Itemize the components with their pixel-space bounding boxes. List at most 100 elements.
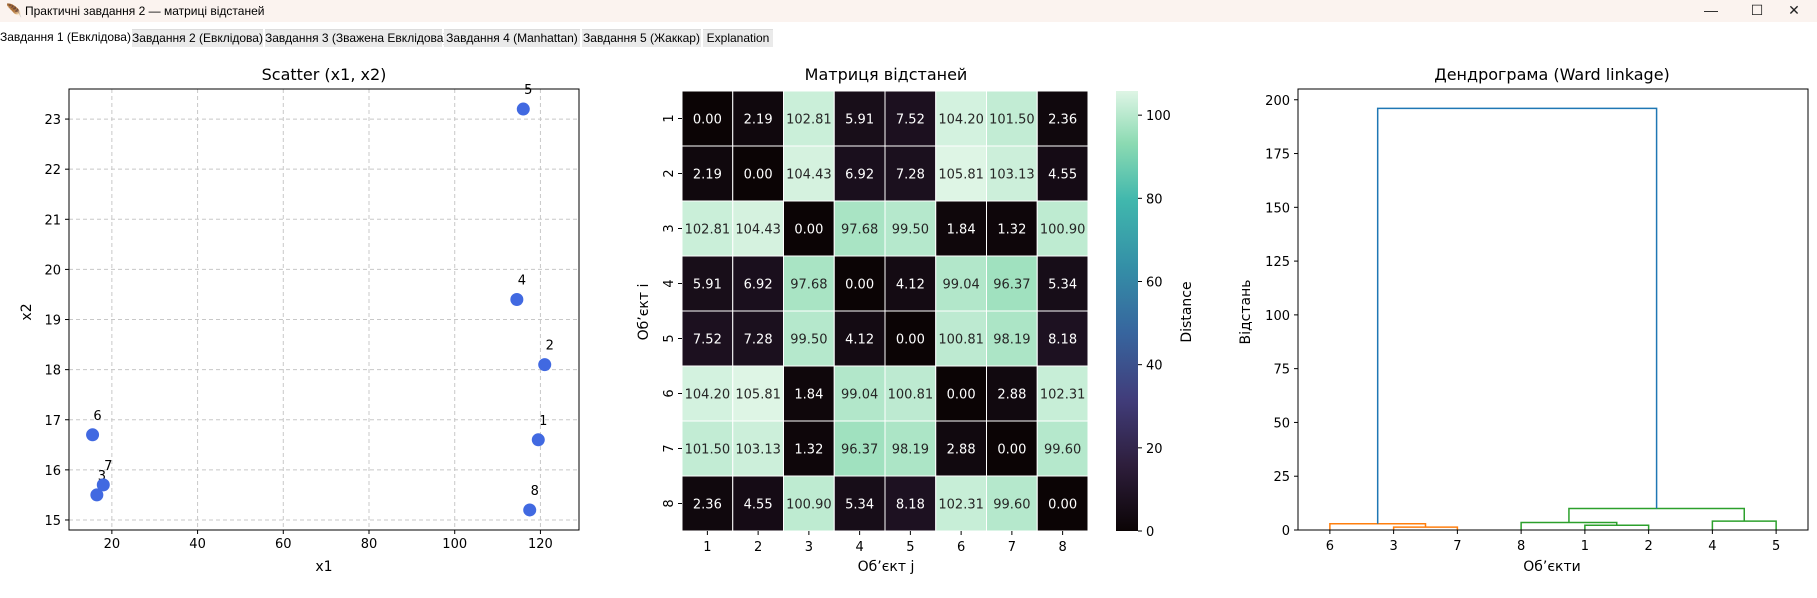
dendrogram-ylabel: Відстань — [1238, 279, 1254, 344]
heatmap-cell-value: 101.50 — [685, 443, 731, 458]
scatter-point — [90, 488, 104, 502]
heatmap-ytick-label: 7 — [662, 444, 677, 452]
heatmap-xlabel: Об’єкт j — [858, 559, 915, 575]
dendrogram-title: Дендрограма (Ward linkage) — [1434, 65, 1670, 84]
close-button[interactable]: ✕ — [1788, 2, 1800, 18]
dendrogram-xtick-label: 5 — [1772, 539, 1780, 554]
colorbar — [1116, 91, 1138, 531]
heatmap-cell — [935, 365, 987, 422]
heatmap-xtick-label: 5 — [906, 540, 914, 555]
heatmap-cell — [1036, 200, 1089, 257]
heatmap-cell-value: 6.92 — [744, 278, 773, 293]
dendrogram-xtick-label: 7 — [1453, 539, 1461, 554]
colorbar-tick-label: 80 — [1146, 192, 1163, 207]
heatmap-cell-value: 0.00 — [947, 388, 976, 403]
heatmap-cell — [783, 90, 835, 147]
heatmap-cell-value: 99.04 — [943, 278, 980, 293]
heatmap-cell — [833, 255, 886, 312]
heatmap-cell-value: 5.91 — [693, 278, 722, 293]
heatmap-cell-value: 102.31 — [938, 498, 984, 513]
heatmap-cell-value: 97.68 — [841, 223, 878, 238]
heatmap-cell — [884, 200, 937, 257]
tab-task-1[interactable]: Завдання 1 (Евклідова) — [0, 24, 131, 47]
heatmap-cell — [935, 200, 987, 257]
dendrogram-xtick-label: 4 — [1708, 539, 1716, 554]
heatmap-cell — [1036, 145, 1089, 202]
heatmap-ticks: 1 1 2 2 3 3 4 4 5 5 6 6 7 7 8 8 — [662, 114, 1067, 555]
heatmap-ytick-label: 3 — [662, 224, 677, 232]
heatmap-cell-value: 99.60 — [993, 498, 1030, 513]
heatmap-cell-value: 0.00 — [997, 443, 1026, 458]
tab-task-2[interactable]: Завдання 2 (Евклідова) — [132, 29, 263, 47]
heatmap-cell-value: 2.36 — [1048, 113, 1077, 128]
heatmap-cell-value: 7.28 — [744, 333, 773, 348]
heatmap-xtick-label: 8 — [1058, 540, 1066, 555]
scatter-title: Scatter (x1, x2) — [262, 65, 387, 84]
heatmap-cell-value: 7.28 — [896, 168, 925, 183]
scatter-ytick-label: 17 — [44, 414, 61, 429]
heatmap-cell — [833, 145, 886, 202]
dendrogram-ytick-label: 100 — [1265, 309, 1290, 324]
heatmap-cell — [732, 475, 784, 532]
heatmap-cell — [986, 200, 1038, 257]
scatter-point — [523, 503, 537, 517]
heatmap-cell — [1036, 310, 1089, 367]
heatmap-cell — [884, 475, 937, 532]
scatter-point — [86, 428, 100, 442]
colorbar-label: Distance — [1179, 281, 1195, 342]
dendrogram-xtick-label: 8 — [1517, 539, 1525, 554]
scatter-ytick-label: 16 — [44, 464, 61, 479]
heatmap-ylabel: Об’єкт i — [636, 284, 652, 341]
heatmap-cell-value: 98.19 — [892, 443, 929, 458]
heatmap-cell-value: 1.84 — [947, 223, 976, 238]
feather-app-icon: 🪶 — [6, 3, 23, 18]
heatmap-cell — [1036, 475, 1089, 532]
dendrogram-ytick-label: 150 — [1265, 201, 1290, 216]
heatmap-cell-value: 2.88 — [947, 443, 976, 458]
heatmap-cell-value: 100.81 — [888, 388, 934, 403]
heatmap-cell — [884, 145, 937, 202]
dendrogram-ytick-label: 75 — [1273, 363, 1290, 378]
scatter-ytick-label: 15 — [44, 514, 61, 529]
dendrogram-links — [1329, 107, 1777, 530]
dendrogram-ytick-label: 50 — [1273, 416, 1290, 431]
heatmap-cell-value: 96.37 — [993, 278, 1030, 293]
heatmap-cell-value: 2.19 — [744, 113, 773, 128]
tab-task-4[interactable]: Завдання 4 (Manhattan) — [444, 29, 580, 47]
heatmap-title: Матриця відстаней — [805, 65, 968, 84]
heatmap-cell — [935, 145, 987, 202]
colorbar-tick-label: 60 — [1146, 275, 1163, 290]
minimize-button[interactable]: — — [1704, 2, 1718, 18]
heatmap-cell-value: 102.31 — [1040, 388, 1086, 403]
heatmap-cell — [935, 475, 987, 532]
scatter-xtick-label: 120 — [528, 537, 553, 552]
tab-task-5[interactable]: Завдання 5 (Жаккар) — [582, 29, 701, 47]
scatter-ytick-label: 18 — [44, 364, 61, 379]
heatmap-cell-value: 0.00 — [1048, 498, 1077, 513]
scatter-point-label: 8 — [531, 484, 539, 499]
scatter-points: 1 2 3 4 5 6 7 8 — [86, 83, 554, 517]
heatmap-ytick-label: 8 — [662, 499, 677, 507]
heatmap-cell-value: 99.04 — [841, 388, 878, 403]
dendrogram-xtick-label: 1 — [1581, 539, 1589, 554]
heatmap-cell-value: 105.81 — [735, 388, 781, 403]
heatmap-cell-value: 4.55 — [744, 498, 773, 513]
heatmap-cell-value: 2.19 — [693, 168, 722, 183]
heatmap-cell-value: 7.52 — [896, 113, 925, 128]
figure-canvas: Scatter (x1, x2) 20 40 60 80 100 120 15 16 17 18 1… — [0, 50, 1817, 594]
maximize-button[interactable]: ☐ — [1750, 2, 1764, 18]
scatter-xtick-label: 20 — [104, 537, 121, 552]
tab-explanation[interactable]: Explanation — [703, 29, 773, 47]
scatter-xtick-label: 40 — [189, 537, 206, 552]
heatmap-cell-value: 105.81 — [938, 168, 984, 183]
tab-task-3[interactable]: Завдання 3 (Зважена Евклідова) — [265, 29, 448, 47]
heatmap-ytick-label: 2 — [662, 169, 677, 177]
heatmap-cell-value: 1.84 — [794, 388, 823, 403]
heatmap-cell — [884, 365, 937, 422]
heatmap-cell-value: 2.36 — [693, 498, 722, 513]
heatmap-cell-value: 1.32 — [997, 223, 1026, 238]
heatmap-xtick-label: 7 — [1008, 540, 1016, 555]
dendrogram-link — [1711, 520, 1777, 530]
scatter-point — [510, 292, 524, 306]
